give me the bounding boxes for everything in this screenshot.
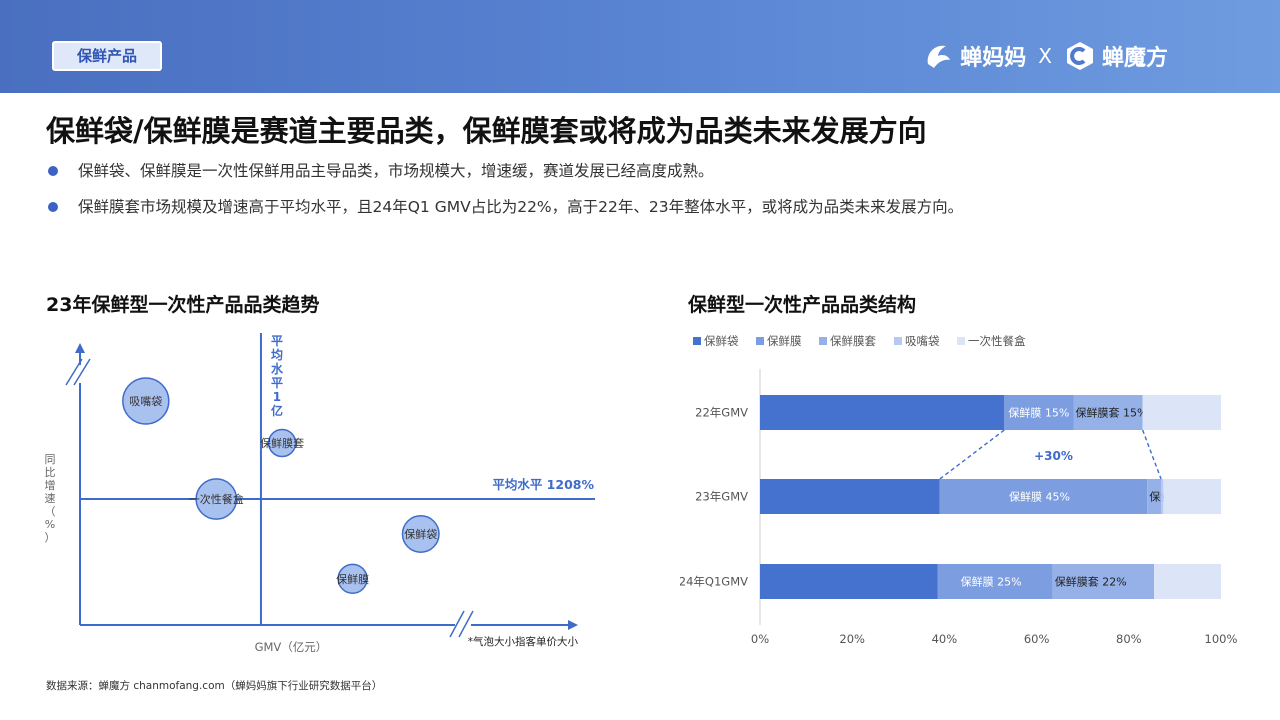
x-axis-break-gap <box>455 621 471 629</box>
brand-left-name: 蝉妈妈 <box>960 46 1027 71</box>
bar-segment <box>1161 479 1164 514</box>
x-tick-label: 100% <box>1205 632 1238 646</box>
x-tick-label: 60% <box>1024 632 1050 646</box>
x-tick-label: 40% <box>932 632 958 646</box>
trend-dashed-line <box>1141 429 1162 480</box>
bullet-text: 保鲜袋、保鲜膜是一次性保鲜用品主导品类，市场规模大，增速缓，赛道发展已经高度成熟… <box>78 162 714 180</box>
legend-label: 保鲜膜 <box>767 334 802 348</box>
average-growth-label: 平均水平 1208% <box>492 477 594 492</box>
legend-label: 吸嘴袋 <box>905 334 940 348</box>
x-axis-break-mark <box>449 610 465 638</box>
bubble-label: 吸嘴袋 <box>129 394 162 408</box>
bullet-item: 保鲜膜套市场规模及增速高于平均水平，且24年Q1 GMV占比为22%，高于22年… <box>46 196 963 232</box>
data-source-note: 数据来源：蝉魔方 chanmofang.com（蝉妈妈旗下行业研究数据平台） <box>46 680 383 692</box>
bar-segment <box>1073 395 1143 430</box>
legend-swatch <box>693 337 701 345</box>
bar-segment <box>939 479 1148 514</box>
bar-segment <box>1163 479 1221 514</box>
x-axis-label: GMV（亿元） <box>255 640 328 654</box>
bubble-label: 保鲜膜套 <box>260 436 304 450</box>
page-title: 保鲜袋/保鲜膜是赛道主要品类，保鲜膜套或将成为品类未来发展方向 <box>46 114 927 148</box>
bullet-text: 保鲜膜套市场规模及增速高于平均水平，且24年Q1 GMV占比为22%，高于22年… <box>78 198 964 216</box>
bubble-point <box>195 478 238 520</box>
y-axis-break-mark <box>73 358 91 386</box>
category-label: 23年GMV <box>695 490 748 504</box>
category-label: 22年GMV <box>695 406 748 420</box>
legend-swatch <box>819 337 827 345</box>
bullet-dot-icon <box>48 166 58 176</box>
bullet-dot-icon <box>48 202 58 212</box>
cicada-logo-icon <box>927 45 951 68</box>
bar-segment <box>760 479 940 514</box>
bar-data-label: 保鲜膜套 22% <box>1055 575 1127 589</box>
x-axis-arrow-icon <box>568 620 578 630</box>
bar-data-label: 保鲜膜套 15% <box>1075 406 1147 420</box>
trend-dashed-line <box>939 429 1005 480</box>
brand-bar: 蝉妈妈 X 蝉魔方 <box>922 38 1168 74</box>
bubble-label: 保鲜袋 <box>404 527 437 541</box>
bubble-chart-title: 23年保鲜型一次性产品品类趋势 <box>46 294 320 316</box>
bar-segment <box>1147 479 1162 514</box>
top-banner <box>0 0 1280 93</box>
y-axis-arrow-icon <box>75 343 85 353</box>
section-tag: 保鲜产品 <box>52 41 162 71</box>
bar-segment <box>760 395 1005 430</box>
brand-right-name: 蝉魔方 <box>1101 46 1168 71</box>
bar-segment <box>1052 564 1155 599</box>
bar-segment <box>1142 395 1221 430</box>
x-tick-label: 0% <box>751 632 769 646</box>
legend-swatch <box>756 337 764 345</box>
bar-data-label: 保鲜膜 25% <box>961 575 1022 589</box>
x-tick-label: 80% <box>1116 632 1142 646</box>
average-gmv-label: 平均水平 1 亿 <box>271 334 284 418</box>
bubble-point <box>122 377 170 425</box>
legend-swatch <box>957 337 965 345</box>
y-axis-break-mark <box>65 358 83 386</box>
x-axis-break-mark <box>458 610 474 638</box>
bubble-point <box>401 515 440 553</box>
category-label: 24年Q1GMV <box>680 575 748 589</box>
bar-segment <box>1004 395 1074 430</box>
bar-chart-title: 保鲜型一次性产品品类结构 <box>688 294 917 316</box>
bubble-size-note: *气泡大小指客单价大小 <box>468 635 579 648</box>
y-axis-label: 同比增速（%） <box>45 453 56 544</box>
bar-segment <box>937 564 1053 599</box>
bullet-list: 保鲜袋、保鲜膜是一次性保鲜用品主导品类，市场规模大，增速缓，赛道发展已经高度成熟… <box>46 160 963 232</box>
bar-data-label: 保鲜膜 45% <box>1009 490 1070 504</box>
bar-segment <box>1154 564 1221 599</box>
legend-swatch <box>894 337 902 345</box>
brand-separator: X <box>1038 44 1052 68</box>
x-tick-label: 20% <box>839 632 865 646</box>
bubble-point <box>337 563 368 595</box>
bullet-item: 保鲜袋、保鲜膜是一次性保鲜用品主导品类，市场规模大，增速缓，赛道发展已经高度成熟… <box>46 160 963 196</box>
cube-logo-icon <box>1066 42 1093 70</box>
bar-segment <box>760 564 938 599</box>
growth-annotation: +30% <box>1034 449 1073 463</box>
bubble-label: 保鲜膜 <box>336 572 369 586</box>
legend-label: 保鲜膜套 <box>830 334 876 348</box>
bar-data-label: 保鲜膜 15% <box>1008 406 1069 420</box>
bubble-point <box>267 428 297 458</box>
legend-label: 保鲜袋 <box>704 334 739 348</box>
legend-label: 一次性餐盒 <box>968 334 1026 348</box>
bubble-label: 一次性餐盒 <box>189 492 244 506</box>
